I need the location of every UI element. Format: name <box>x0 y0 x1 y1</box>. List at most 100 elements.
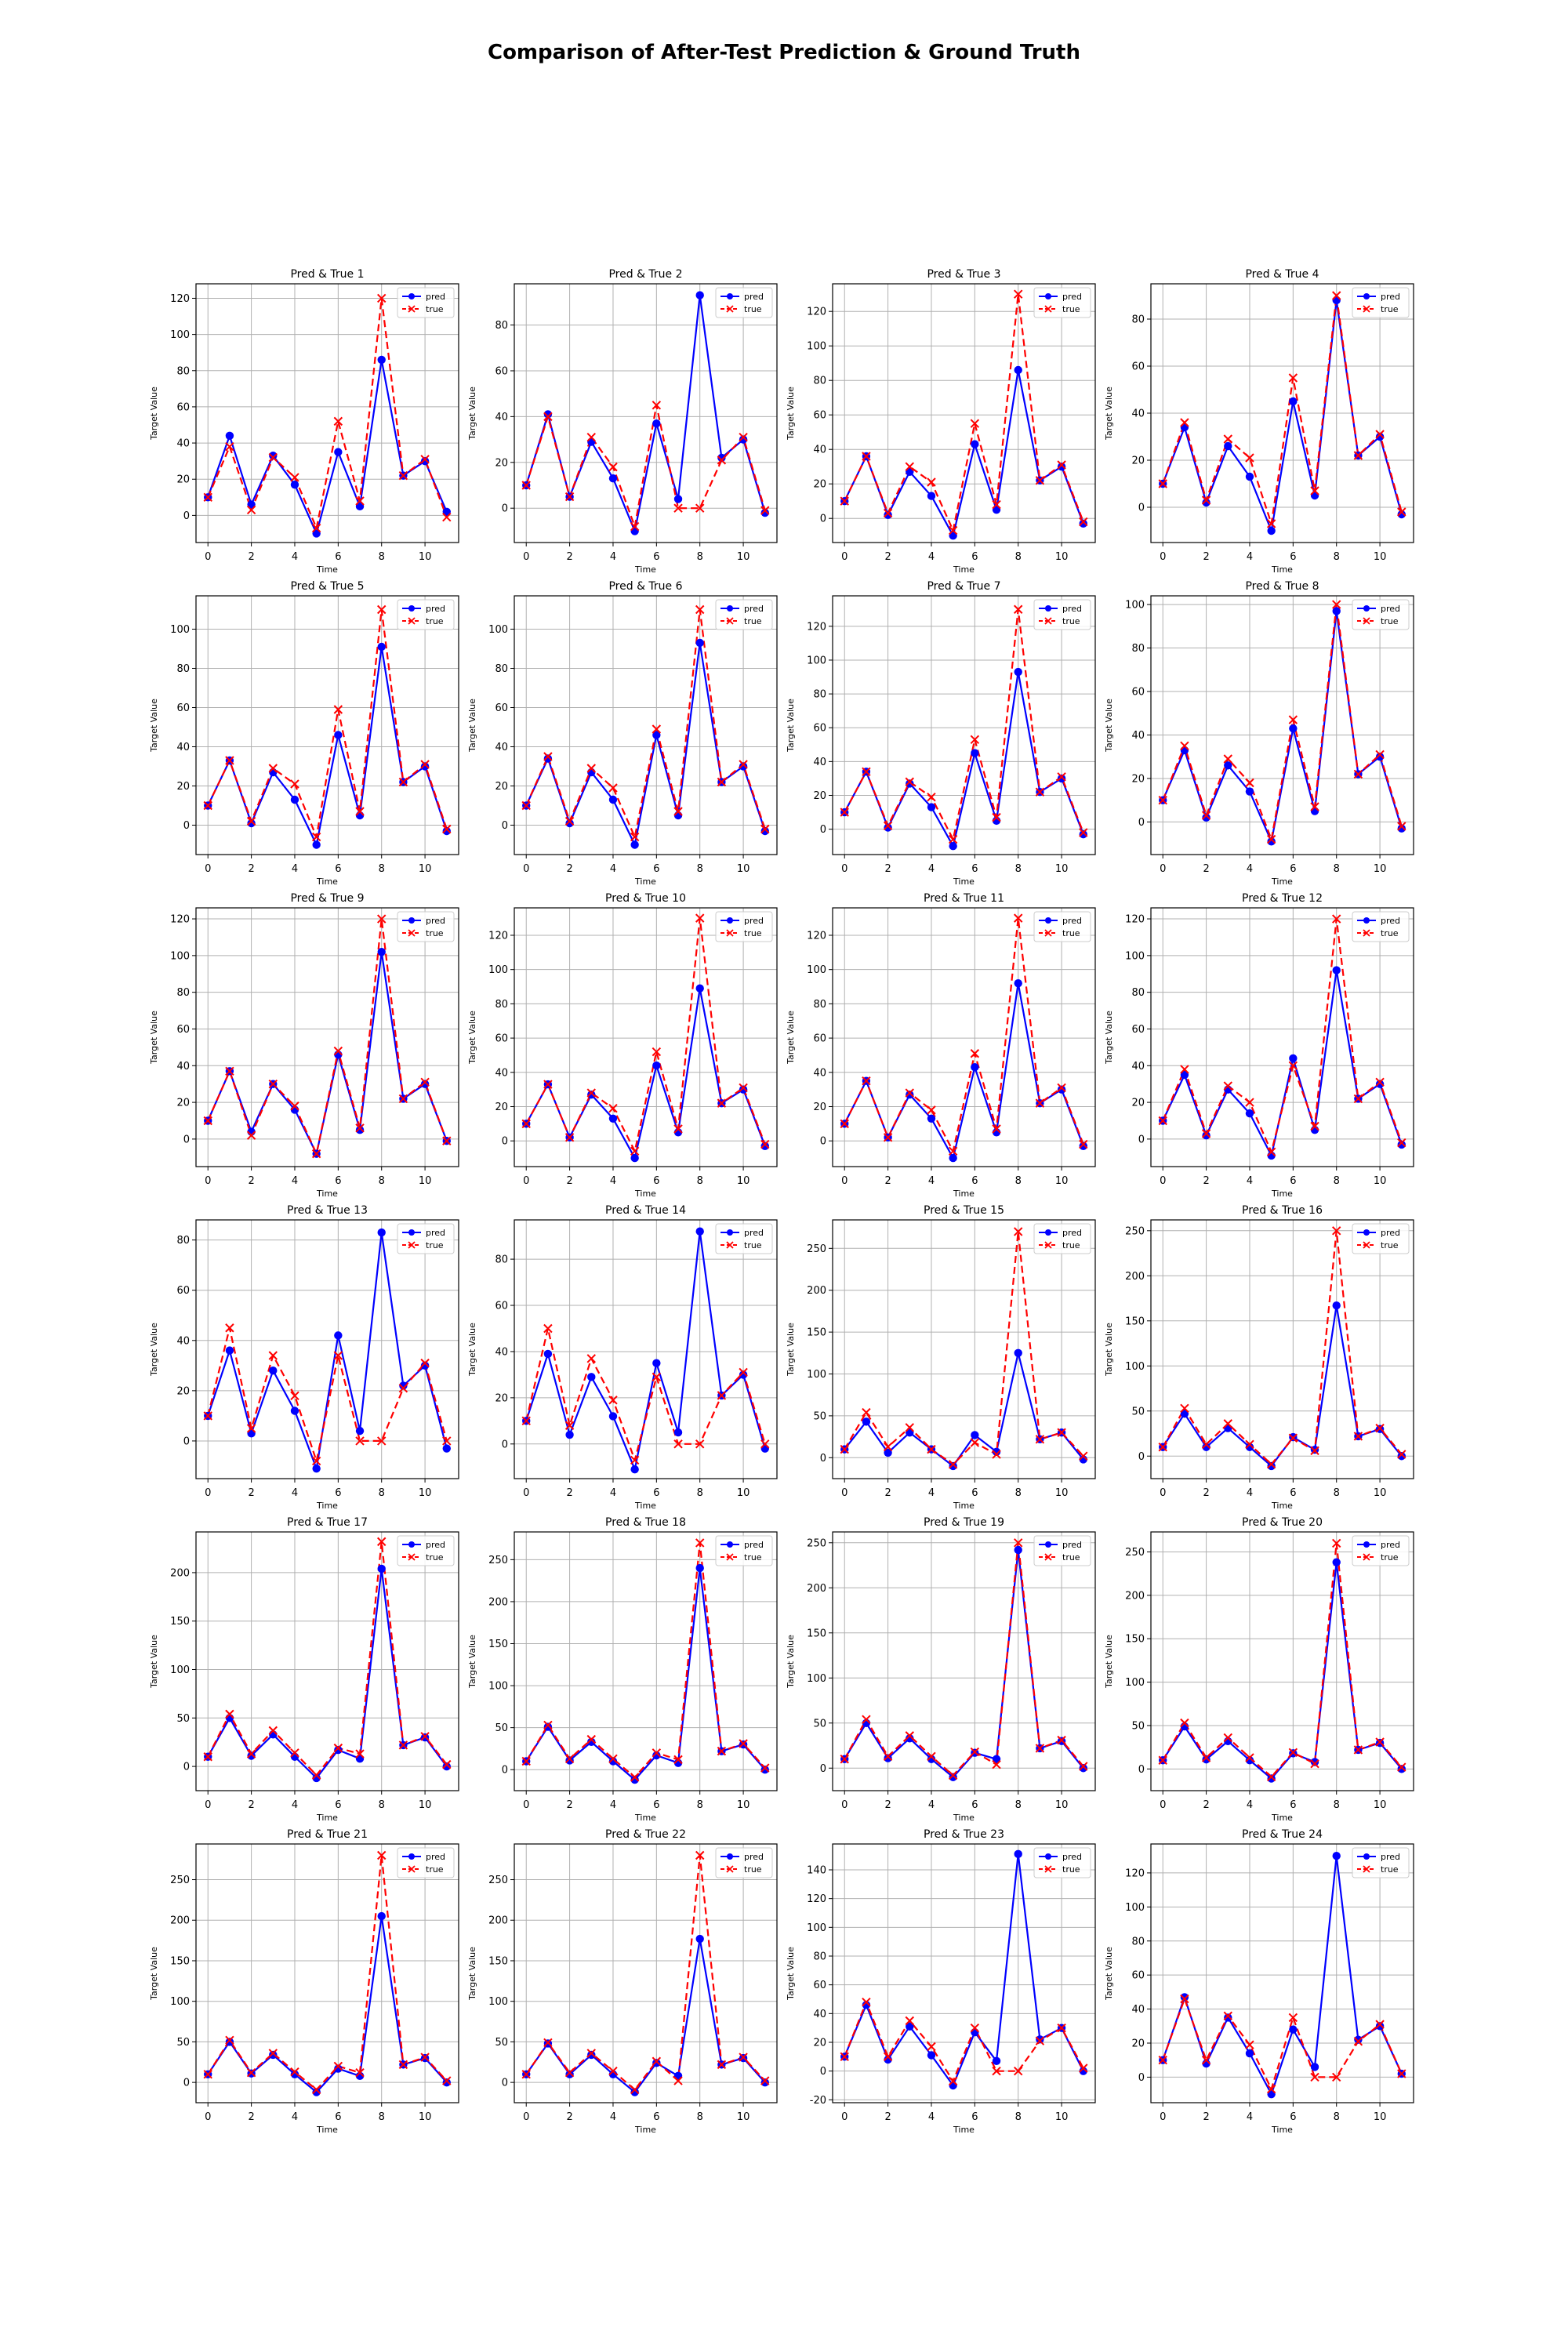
point-true <box>652 724 662 734</box>
point-pred <box>1202 1755 1210 1764</box>
y-tick-label: 200 <box>1125 1271 1145 1283</box>
point-true <box>695 503 705 513</box>
point-pred <box>1036 2035 1044 2044</box>
x-tick-label: 0 <box>205 863 211 875</box>
legend-marker-pred <box>727 1853 733 1860</box>
y-tick-label: 50 <box>176 1713 190 1725</box>
y-tick-label: 80 <box>1131 1936 1145 1947</box>
point-pred <box>1354 2035 1363 2044</box>
point-true <box>1057 2023 1066 2033</box>
y-tick-label: 250 <box>1125 1547 1145 1559</box>
x-tick-label: 6 <box>653 1799 659 1811</box>
point-true <box>1180 1065 1189 1074</box>
legend-label-true: true <box>1062 928 1080 938</box>
point-true <box>1057 772 1066 782</box>
point-pred <box>225 1346 234 1355</box>
point-pred <box>673 1428 683 1437</box>
point-true <box>398 1740 408 1750</box>
legend-marker-pred <box>1363 1853 1370 1860</box>
point-true <box>246 1749 256 1759</box>
y-tick-label: 40 <box>1131 730 1145 742</box>
point-true <box>992 2066 1001 2076</box>
point-true <box>992 1450 1001 1459</box>
y-tick-label: 100 <box>170 950 190 962</box>
y-axis-label: Target Value <box>1104 1011 1114 1065</box>
point-pred <box>1014 667 1022 677</box>
point-true <box>760 1763 770 1773</box>
legend-marker-pred <box>727 605 733 612</box>
point-true <box>673 503 683 513</box>
point-pred <box>695 1934 704 1944</box>
y-tick-label: 80 <box>495 999 508 1011</box>
point-true <box>203 800 212 811</box>
point-true <box>246 2068 256 2078</box>
y-axis-label: Target Value <box>149 1635 159 1689</box>
point-pred <box>992 1447 1001 1457</box>
point-true <box>1266 2084 1276 2094</box>
x-tick-label: 2 <box>884 551 891 563</box>
point-true <box>630 832 640 842</box>
x-tick-label: 4 <box>610 2111 616 2123</box>
legend-label-true: true <box>426 304 444 314</box>
y-tick-label: 40 <box>176 1061 190 1073</box>
point-true <box>760 824 770 834</box>
legend-label-pred: pred <box>744 916 764 926</box>
y-tick-label: 0 <box>820 1453 826 1465</box>
legend-label-pred: pred <box>1381 1228 1400 1238</box>
series-line-true <box>525 1854 766 2091</box>
point-true <box>1079 2063 1088 2073</box>
point-pred <box>334 1745 343 1755</box>
x-tick-label: 10 <box>1055 551 1069 563</box>
legend-marker-true <box>726 305 734 313</box>
point-true <box>1245 1098 1254 1107</box>
x-tick-label: 6 <box>971 551 978 563</box>
x-axis-label: Time <box>316 1813 338 1823</box>
point-true <box>1245 778 1254 788</box>
legend-label-true: true <box>744 304 762 314</box>
point-true <box>673 1439 683 1449</box>
axes-frame <box>195 907 459 1167</box>
point-pred <box>1375 432 1385 441</box>
point-pred <box>1332 966 1341 975</box>
legend: pred true <box>1033 1223 1091 1254</box>
axes-frame <box>832 283 1096 543</box>
y-tick-label: 20 <box>813 1102 826 1113</box>
y-tick-label: 80 <box>813 999 826 1011</box>
point-pred <box>543 1349 553 1359</box>
point-true <box>1180 1403 1189 1414</box>
legend: pred true <box>1352 1223 1410 1254</box>
y-axis-label: Target Value <box>786 1947 796 2001</box>
point-true <box>608 462 618 472</box>
x-axis-label: Time <box>1271 564 1293 575</box>
point-true <box>442 1436 452 1446</box>
x-tick-label: 4 <box>1247 551 1253 563</box>
legend-label-pred: pred <box>1062 1852 1082 1862</box>
point-true <box>1375 430 1385 439</box>
x-tick-label: 10 <box>1055 863 1069 875</box>
y-axis-label: Target Value <box>1104 387 1114 441</box>
y-tick-label: 0 <box>1138 503 1145 514</box>
point-pred <box>399 1381 408 1390</box>
point-true <box>1035 476 1045 485</box>
point-true <box>268 2049 278 2058</box>
legend-label-true: true <box>744 928 762 938</box>
x-tick-label: 8 <box>697 551 703 563</box>
y-tick-label: 100 <box>807 655 826 666</box>
subplot-title: Pred & True 17 <box>287 1516 368 1529</box>
legend-marker-pred <box>1045 1541 1051 1548</box>
legend-marker-pred <box>1045 1853 1051 1860</box>
x-tick-label: 8 <box>1015 1487 1022 1499</box>
point-pred <box>1245 1756 1254 1765</box>
point-true <box>377 293 387 303</box>
y-tick-label: 100 <box>807 341 826 353</box>
point-true <box>268 1079 278 1089</box>
y-tick-label: 60 <box>495 365 508 377</box>
point-true <box>1245 1439 1254 1450</box>
x-tick-label: 10 <box>737 1799 750 1811</box>
legend-label-pred: pred <box>426 292 445 302</box>
point-true <box>246 1424 256 1433</box>
point-true <box>652 1748 662 1758</box>
series-line-pred <box>844 1352 1084 1468</box>
